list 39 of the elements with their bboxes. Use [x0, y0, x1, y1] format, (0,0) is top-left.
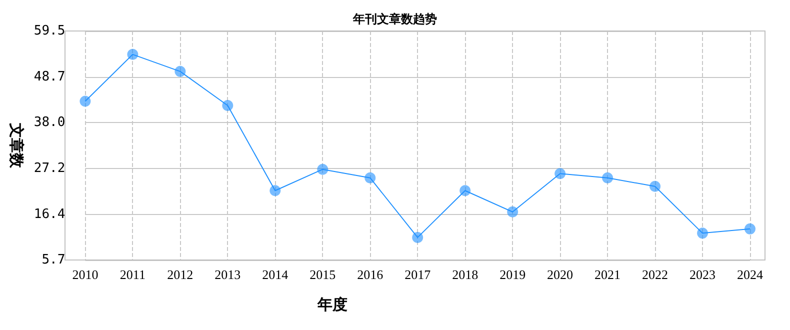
x-axis-title: 年度 [316, 296, 348, 314]
x-tick-label: 2013 [214, 267, 241, 282]
x-tick-label: 2012 [167, 267, 194, 282]
x-tick-label: 2022 [642, 267, 668, 282]
chart-title: 年刊文章数趋势 [352, 12, 437, 26]
x-tick-label: 2011 [120, 267, 146, 282]
x-tick-label: 2020 [547, 267, 574, 282]
point [744, 223, 756, 234]
y-tick-label: 5.7 [42, 252, 66, 268]
point [554, 168, 566, 180]
point [650, 180, 661, 192]
point [222, 100, 234, 111]
x-tick-label: 2019 [500, 267, 526, 282]
point [317, 164, 328, 175]
x-tick-label: 2016 [357, 267, 384, 282]
x-tick-label: 2024 [737, 267, 764, 282]
x-tick-label: 2010 [72, 267, 98, 282]
point [412, 232, 424, 243]
x-tick-label: 2021 [594, 267, 621, 282]
point [364, 172, 376, 184]
point [460, 185, 471, 196]
point [270, 185, 281, 196]
point [174, 66, 186, 77]
y-axis-title: 文章数 [8, 122, 26, 169]
y-tick-label: 38.0 [34, 115, 66, 130]
point [507, 206, 518, 218]
x-tick-label: 2017 [404, 267, 432, 282]
y-tick-label: 16.4 [34, 206, 66, 222]
x-tick-label: 2018 [452, 267, 478, 282]
x-tick-label: 2023 [690, 267, 716, 282]
point [80, 96, 91, 107]
x-tick-label: 2015 [310, 267, 336, 282]
y-tick-label: 48.7 [34, 69, 66, 84]
point [602, 172, 614, 184]
x-tick-label: 2014 [262, 267, 289, 282]
point [697, 228, 708, 239]
y-tick-label: 59.5 [34, 24, 66, 38]
y-tick-label: 27.2 [34, 160, 66, 176]
point [127, 48, 138, 60]
